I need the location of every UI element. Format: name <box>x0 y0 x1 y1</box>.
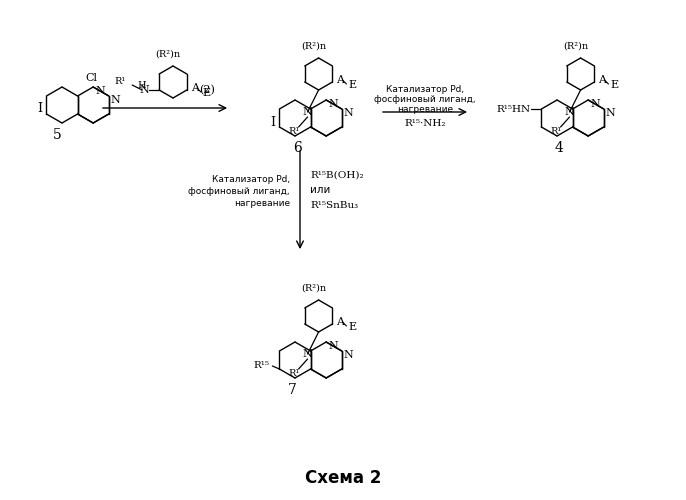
Text: N: N <box>344 350 353 360</box>
Text: R¹: R¹ <box>288 368 299 378</box>
Text: Схема 2: Схема 2 <box>305 469 381 487</box>
Text: R¹⁵HN: R¹⁵HN <box>497 104 530 114</box>
Text: A: A <box>598 75 606 85</box>
Text: N: N <box>328 341 338 351</box>
Text: N: N <box>110 95 121 105</box>
Text: R¹⁵B(OH)₂: R¹⁵B(OH)₂ <box>310 170 364 179</box>
Text: A: A <box>191 83 199 93</box>
Text: N: N <box>303 349 312 359</box>
Text: нагревание: нагревание <box>397 106 453 114</box>
Text: нагревание: нагревание <box>234 200 290 208</box>
Text: R¹⁵: R¹⁵ <box>253 362 270 370</box>
Text: или: или <box>310 185 331 195</box>
Text: R¹⁵·NH₂: R¹⁵·NH₂ <box>404 120 446 128</box>
Text: I: I <box>270 116 275 128</box>
Text: N: N <box>590 99 600 109</box>
Text: 4: 4 <box>554 141 563 155</box>
Text: N: N <box>565 107 574 117</box>
Text: (R²)n: (R²)n <box>156 50 180 58</box>
Text: N: N <box>328 99 338 109</box>
Text: Катализатор Pd,: Катализатор Pd, <box>212 176 290 184</box>
Text: N: N <box>606 108 615 118</box>
Text: N: N <box>95 86 105 96</box>
Text: 7: 7 <box>287 383 296 397</box>
Text: E: E <box>611 80 619 90</box>
Text: (R²)n: (R²)n <box>301 42 326 50</box>
Text: Катализатор Pd,: Катализатор Pd, <box>386 86 464 94</box>
Text: R¹⁵SnBu₃: R¹⁵SnBu₃ <box>310 200 358 209</box>
Text: (R²)n: (R²)n <box>301 284 326 292</box>
Text: E: E <box>348 80 357 90</box>
Text: фосфиновый лиганд,: фосфиновый лиганд, <box>189 188 290 196</box>
Text: H: H <box>137 82 146 90</box>
Text: (2): (2) <box>199 85 215 95</box>
Text: R¹: R¹ <box>550 126 561 136</box>
Text: (R²)n: (R²)n <box>563 42 588 50</box>
Text: N: N <box>344 108 353 118</box>
Text: A: A <box>336 317 344 327</box>
Text: 5: 5 <box>53 128 61 142</box>
Text: E: E <box>348 322 357 332</box>
Text: N: N <box>303 107 312 117</box>
Text: N: N <box>139 85 149 95</box>
Text: I: I <box>37 102 42 116</box>
Text: E: E <box>203 88 211 98</box>
Text: R¹: R¹ <box>288 126 299 136</box>
Text: 6: 6 <box>293 141 301 155</box>
Text: Cl: Cl <box>85 73 97 83</box>
Text: R¹: R¹ <box>115 78 126 86</box>
Text: A: A <box>336 75 344 85</box>
Text: фосфиновый лиганд,: фосфиновый лиганд, <box>374 96 476 104</box>
